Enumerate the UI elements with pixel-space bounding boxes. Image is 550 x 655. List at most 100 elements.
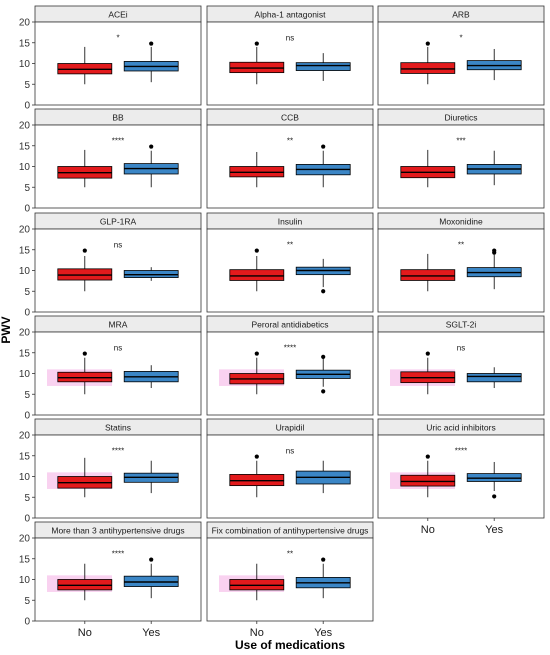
- facet-title: Fix combination of antihypertensive drug…: [212, 526, 369, 536]
- outlier-point: [425, 41, 430, 46]
- facet-title: Statins: [105, 423, 131, 433]
- y-tick-label: 20: [19, 121, 31, 132]
- outlier-point: [321, 389, 326, 394]
- boxplot-no: [229, 563, 285, 601]
- boxplot-no: [57, 563, 113, 601]
- outlier-point: [254, 351, 259, 356]
- facet-title: SGLT-2i: [446, 320, 477, 330]
- facet-title: More than 3 antihypertensive drugs: [51, 526, 184, 536]
- outlier-point: [82, 248, 87, 253]
- facet-panel: Statins 0 5 10 15 20 ****: [19, 418, 202, 525]
- facet-title: MRA: [109, 320, 128, 330]
- facet-panel: Uric acid inhibitors **** No Yes: [377, 418, 545, 536]
- y-tick-label: 10: [19, 369, 31, 380]
- significance-label: ****: [455, 446, 467, 455]
- y-tick-label: 20: [19, 328, 31, 339]
- significance-label: ***: [456, 136, 465, 145]
- boxplot-yes: [295, 354, 351, 394]
- boxplot-no: [57, 457, 113, 498]
- boxplot-no: [57, 149, 113, 188]
- facet-title: ARB: [452, 10, 470, 20]
- y-tick-label: 0: [24, 308, 30, 319]
- boxplot-no: [229, 41, 285, 85]
- facet-panel: MRA 0 5 10 15 20 ns: [19, 315, 202, 422]
- significance-label: **: [287, 549, 293, 558]
- facet-title: Uric acid inhibitors: [426, 423, 495, 433]
- facet-title: ACEi: [108, 10, 127, 20]
- boxplot-no: [229, 454, 285, 498]
- boxplot-yes: [295, 557, 351, 599]
- y-tick-label: 20: [19, 225, 31, 236]
- boxplot-yes: [466, 367, 522, 389]
- boxplot-no: [229, 151, 285, 188]
- outlier-point: [149, 557, 154, 562]
- significance-label: ****: [284, 343, 296, 352]
- x-axis-title: Use of medications: [235, 638, 345, 652]
- outlier-point: [425, 351, 430, 356]
- y-tick-label: 5: [24, 493, 30, 504]
- outlier-point: [149, 144, 154, 149]
- outlier-point: [425, 454, 430, 459]
- facet-title: Peroral antidiabetics: [251, 320, 328, 330]
- box-iqr: [400, 62, 456, 74]
- boxplot-yes: [466, 461, 522, 499]
- y-tick-label: 10: [19, 266, 31, 277]
- box-iqr: [295, 62, 351, 71]
- y-tick-label: 10: [19, 59, 31, 70]
- x-tick-label: Yes: [314, 627, 332, 639]
- box-iqr: [466, 373, 522, 383]
- boxplot-no: [400, 351, 456, 395]
- y-tick-label: 10: [19, 472, 31, 483]
- y-axis-title: PWV: [0, 316, 13, 343]
- outlier-point: [492, 248, 497, 253]
- facet-title: Insulin: [278, 217, 303, 227]
- significance-label: ****: [112, 446, 124, 455]
- facet-title: BB: [112, 113, 124, 123]
- y-tick-label: 5: [24, 80, 30, 91]
- box-iqr: [400, 269, 456, 281]
- significance-label: **: [287, 240, 293, 249]
- significance-label: **: [287, 136, 293, 145]
- y-tick-label: 0: [24, 514, 30, 525]
- boxplot-no: [57, 46, 113, 85]
- boxplot-yes: [295, 258, 351, 294]
- y-tick-label: 10: [19, 575, 31, 586]
- box-iqr: [400, 474, 456, 487]
- facet-panel: Fix combination of antihypertensive drug…: [206, 521, 374, 639]
- significance-label: ns: [114, 343, 122, 352]
- facet-title: Urapidil: [276, 423, 305, 433]
- boxplot-yes: [123, 144, 179, 188]
- outlier-point: [321, 354, 326, 359]
- boxplot-yes: [466, 48, 522, 81]
- boxplot-yes: [466, 150, 522, 186]
- boxplot-no: [57, 351, 113, 395]
- boxplot-no: [57, 248, 113, 292]
- facet-title: GLP-1RA: [100, 217, 137, 227]
- y-tick-label: 20: [19, 431, 31, 442]
- y-tick-label: 15: [19, 348, 31, 359]
- significance-label: ns: [114, 240, 122, 249]
- y-tick-label: 15: [19, 141, 31, 152]
- boxplot-yes: [466, 248, 522, 290]
- outlier-point: [321, 289, 326, 294]
- facet-panel: More than 3 antihypertensive drugs 0 5 10 15…: [19, 521, 202, 639]
- facet-panel: BB 0 5 10 15 20 ****: [19, 108, 202, 215]
- facet-panels: ACEi 0 5 10 15 20 * Alpha-1 antagonist ns ARB * BB 0…: [19, 5, 545, 639]
- x-tick-label: No: [421, 524, 435, 536]
- boxplot-yes: [123, 460, 179, 494]
- y-tick-label: 0: [24, 204, 30, 215]
- boxplot-no: [400, 149, 456, 188]
- x-tick-label: Yes: [485, 524, 503, 536]
- x-tick-label: No: [250, 627, 264, 639]
- boxplot-no: [229, 248, 285, 292]
- outlier-point: [321, 557, 326, 562]
- significance-label: ns: [286, 33, 294, 42]
- facet-panel: Insulin **: [206, 212, 374, 313]
- boxplot-yes: [295, 144, 351, 188]
- outlier-point: [254, 454, 259, 459]
- facet-panel: SGLT-2i ns: [377, 315, 545, 416]
- y-tick-label: 0: [24, 411, 30, 422]
- significance-label: *: [116, 33, 119, 42]
- y-tick-label: 15: [19, 451, 31, 462]
